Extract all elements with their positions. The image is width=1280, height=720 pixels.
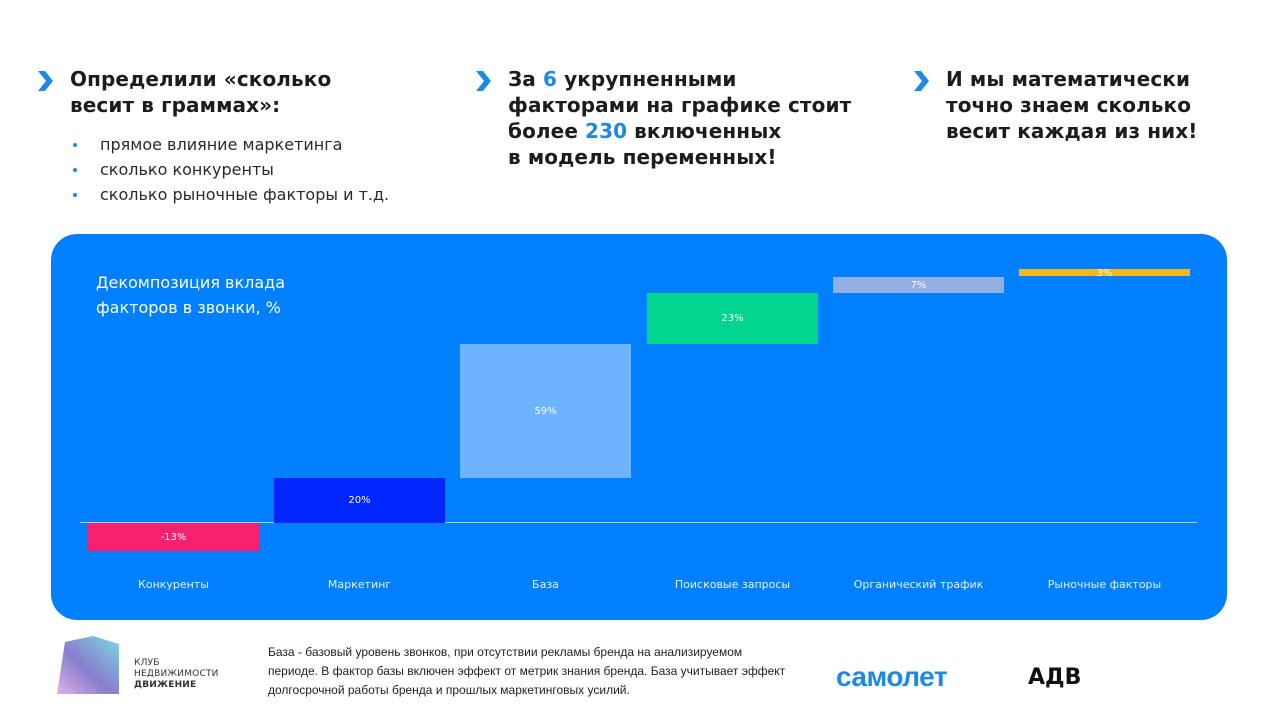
zero-baseline [80, 522, 1197, 523]
samolet-logo: самолет [836, 661, 948, 692]
point-2-heading: За 6 укрупненными факторами на графике с… [508, 67, 852, 169]
bullet-item: сколько рыночные факторы и т.д. [70, 182, 389, 207]
variable-count: 230 [585, 119, 628, 143]
chevron-right-icon [476, 71, 491, 91]
x-label-market-factors: Рыночные факторы [1047, 578, 1162, 591]
x-label-competitors: Конкуренты [138, 578, 209, 591]
bar-market-factors: 3% [1019, 268, 1190, 279]
bar-search-queries: 23% [647, 293, 818, 344]
chart-title: Декомпозиция вклада факторов в звонки, % [96, 273, 286, 317]
factor-count: 6 [542, 67, 557, 91]
point-1-heading: Определили «сколько весит в граммах»: [70, 67, 332, 117]
footnote: База - базовый уровень звонков, при отсу… [268, 645, 786, 697]
point-3-heading: И мы математически точно знаем сколько в… [946, 67, 1198, 143]
x-label-search-queries: Поисковые запросы [674, 578, 791, 591]
bar-base: 59% [460, 344, 631, 478]
point-1-bullets: прямое влияние маркетинга сколько конкур… [70, 132, 389, 207]
chevron-right-icon [914, 71, 929, 91]
club-logo: КЛУБ НЕДВИЖИМОСТИ ДВИЖЕНИЕ [57, 636, 218, 696]
club-logo-icon [57, 636, 119, 694]
chevron-right-icon [38, 71, 53, 91]
x-label-marketing: Маркетинг [327, 578, 392, 591]
bar-marketing: 20% [274, 478, 445, 523]
bullet-item: прямое влияние маркетинга [70, 132, 389, 157]
bar-competitors: -13% [88, 523, 259, 551]
x-label-base: База [532, 578, 559, 591]
bullet-item: сколько конкуренты [70, 157, 389, 182]
x-label-organic-traffic: Органический трафик [853, 578, 984, 591]
adv-logo: АДВ [1028, 665, 1082, 690]
bar-organic-traffic: 7% [833, 277, 1004, 293]
chart-panel [51, 234, 1227, 620]
